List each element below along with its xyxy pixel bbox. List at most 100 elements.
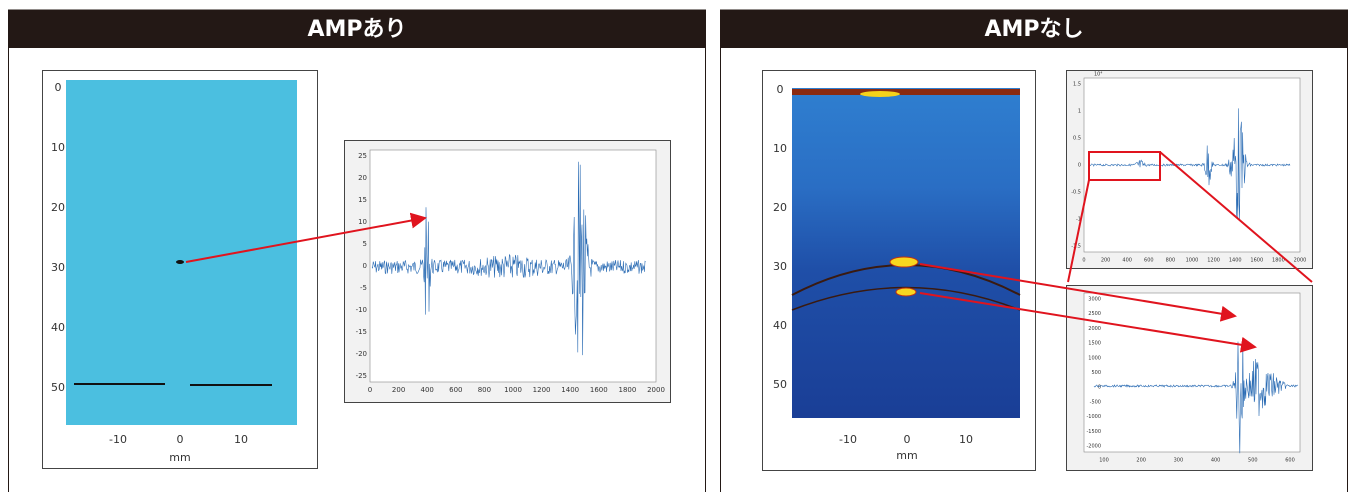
- bscan-image: [792, 88, 1020, 418]
- y-tick-label: 0.5: [1073, 136, 1081, 142]
- x-axis-label: mm: [169, 451, 190, 464]
- y-tick-label: -5: [360, 284, 367, 292]
- x-tick-label: 2000: [647, 386, 665, 394]
- annotation-arrow: [919, 263, 1237, 322]
- annotation-arrow: [185, 212, 427, 263]
- x-tick-label: 1400: [561, 386, 579, 394]
- y-tick-label: 15: [358, 196, 367, 204]
- y-tick-label: 10: [358, 218, 367, 226]
- x-tick-label: 1800: [1272, 258, 1285, 264]
- panel-title: AMPあり: [307, 17, 406, 42]
- y-tick-label: -1500: [1086, 429, 1101, 435]
- y-tick-label: -25: [356, 372, 367, 380]
- x-tick-label: 0: [904, 433, 911, 446]
- waveform: [1088, 108, 1291, 220]
- x-tick-label: 400: [1122, 258, 1132, 264]
- y-tick-label: -15: [356, 328, 367, 336]
- x-tick-label: 0: [177, 433, 184, 446]
- y-tick-label: 20: [51, 201, 65, 214]
- surface-echo: [792, 89, 1020, 95]
- panel-header: [720, 10, 1348, 48]
- bscan-image: [66, 80, 297, 425]
- y-tick-label: 40: [773, 319, 787, 332]
- y-tick-label: 20: [358, 174, 367, 182]
- x-tick-label: 1200: [1207, 258, 1220, 264]
- y-tick-label: 25: [358, 152, 367, 160]
- y-tick-label: 0: [777, 83, 784, 96]
- plot-axes: [1083, 292, 1301, 453]
- y-tick-label: 1500: [1088, 341, 1101, 347]
- y-tick-label: 50: [773, 378, 787, 391]
- x-tick-label: 500: [1248, 458, 1258, 464]
- x-tick-label: 100: [1099, 458, 1109, 464]
- x-tick-label: 400: [1211, 458, 1221, 464]
- echo-spot: [176, 260, 184, 264]
- y-tick-label: 30: [51, 261, 65, 274]
- panel-title: AMPなし: [984, 17, 1083, 42]
- y-tick-label: 20: [773, 201, 787, 214]
- waveform: [1093, 340, 1299, 454]
- y-tick-label: 3000: [1088, 297, 1101, 303]
- x-tick-label: 600: [449, 386, 462, 394]
- y-tick-label: 1.5: [1073, 82, 1081, 88]
- y-tick-label: -2000: [1086, 444, 1101, 450]
- x-tick-label: 1600: [590, 386, 608, 394]
- surface-echo: [860, 91, 900, 97]
- y-tick-label: 0: [363, 262, 367, 270]
- x-tick-label: 10: [959, 433, 973, 446]
- y-tick-label: -10: [356, 306, 367, 314]
- x-tick-label: 600: [1285, 458, 1295, 464]
- y-tick-label: -500: [1090, 399, 1101, 405]
- y-tick-label: 1: [1078, 109, 1081, 115]
- y-tick-label: 30: [773, 260, 787, 273]
- y-tick-label: 1000: [1088, 355, 1101, 361]
- x-tick-label: 1400: [1229, 258, 1242, 264]
- x-tick-label: 1800: [618, 386, 636, 394]
- y-tick-label: 500: [1091, 370, 1101, 376]
- x-tick-label: 0: [368, 386, 372, 394]
- x-tick-label: 1000: [504, 386, 522, 394]
- y-tick-label: -20: [356, 350, 367, 358]
- annotation-arrow: [1159, 151, 1313, 283]
- x-tick-label: 1600: [1250, 258, 1263, 264]
- x-tick-label: 200: [1101, 258, 1111, 264]
- y-tick-label: -1: [1076, 217, 1081, 223]
- x-tick-label: 400: [421, 386, 434, 394]
- x-tick-label: 800: [1166, 258, 1176, 264]
- annotation-arrow: [1067, 179, 1090, 283]
- axis-exponent: 10⁴: [1094, 72, 1102, 78]
- y-tick-label: 0: [1078, 163, 1081, 169]
- echo-spot: [895, 287, 917, 297]
- y-tick-label: 5: [363, 240, 367, 248]
- x-tick-label: 300: [1174, 458, 1184, 464]
- x-tick-label: 200: [392, 386, 405, 394]
- x-tick-label: 600: [1144, 258, 1154, 264]
- waveform: [371, 161, 646, 356]
- y-tick-label: 0: [55, 81, 62, 94]
- y-tick-label: -0.5: [1071, 190, 1081, 196]
- x-tick-label: -10: [109, 433, 127, 446]
- y-tick-label: 2500: [1088, 311, 1101, 317]
- x-tick-label: 1200: [533, 386, 551, 394]
- y-tick-label: 10: [51, 141, 65, 154]
- x-tick-label: 200: [1136, 458, 1146, 464]
- x-tick-label: -10: [839, 433, 857, 446]
- x-axis-label: mm: [896, 449, 917, 462]
- annotation-arrow: [919, 292, 1257, 353]
- y-tick-label: 10: [773, 142, 787, 155]
- x-tick-label: 10: [234, 433, 248, 446]
- y-tick-label: 0: [1098, 385, 1101, 391]
- y-tick-label: 50: [51, 381, 65, 394]
- x-tick-label: 1000: [1186, 258, 1199, 264]
- panel-header: [8, 10, 706, 48]
- zoom-box: [1088, 151, 1161, 181]
- y-tick-label: 40: [51, 321, 65, 334]
- y-tick-label: -1000: [1086, 414, 1101, 420]
- y-tick-label: 2000: [1088, 326, 1101, 332]
- x-tick-label: 2000: [1294, 258, 1307, 264]
- x-tick-label: 0: [1082, 258, 1085, 264]
- x-tick-label: 800: [478, 386, 491, 394]
- echo-spot: [889, 256, 919, 268]
